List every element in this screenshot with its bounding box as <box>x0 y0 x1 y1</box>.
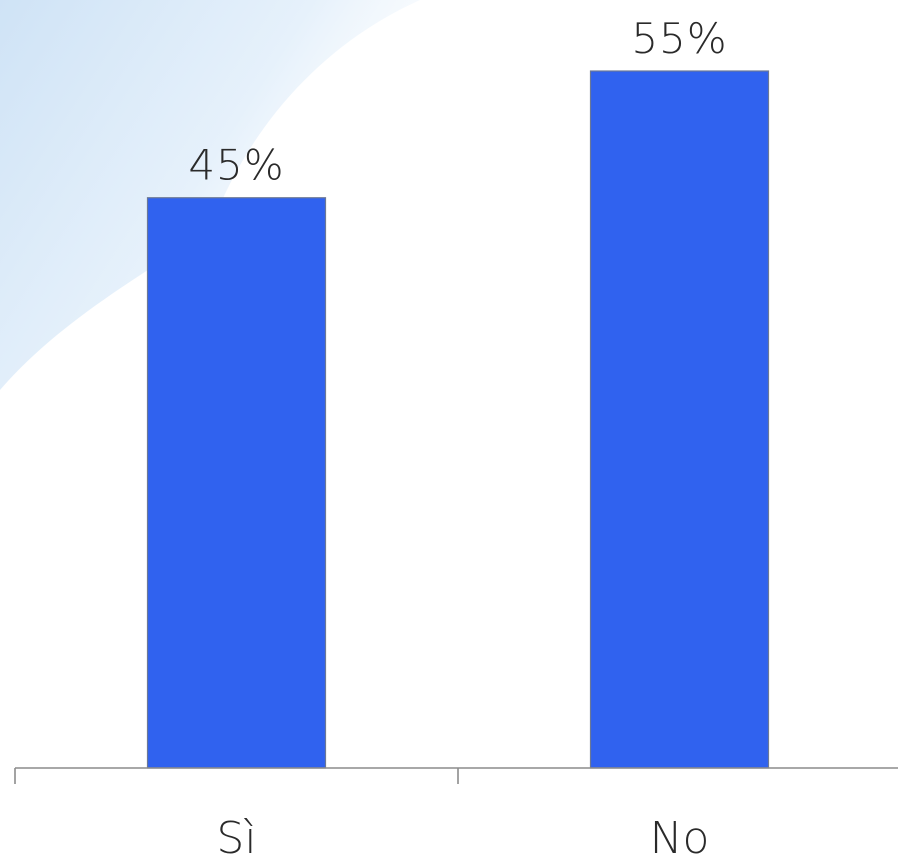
value-label-s-: 45% <box>188 141 284 190</box>
bars-layer <box>146 70 770 769</box>
category-label-s-: Sì <box>216 813 256 857</box>
value-label-no: 55% <box>631 14 727 63</box>
labels-layer: 45% Sì 55% No <box>188 14 727 857</box>
category-label-no: No <box>650 813 710 857</box>
bar-no <box>589 70 770 769</box>
bar-s- <box>146 197 327 769</box>
x-axis <box>14 767 898 784</box>
background-wash-shape <box>0 0 420 390</box>
